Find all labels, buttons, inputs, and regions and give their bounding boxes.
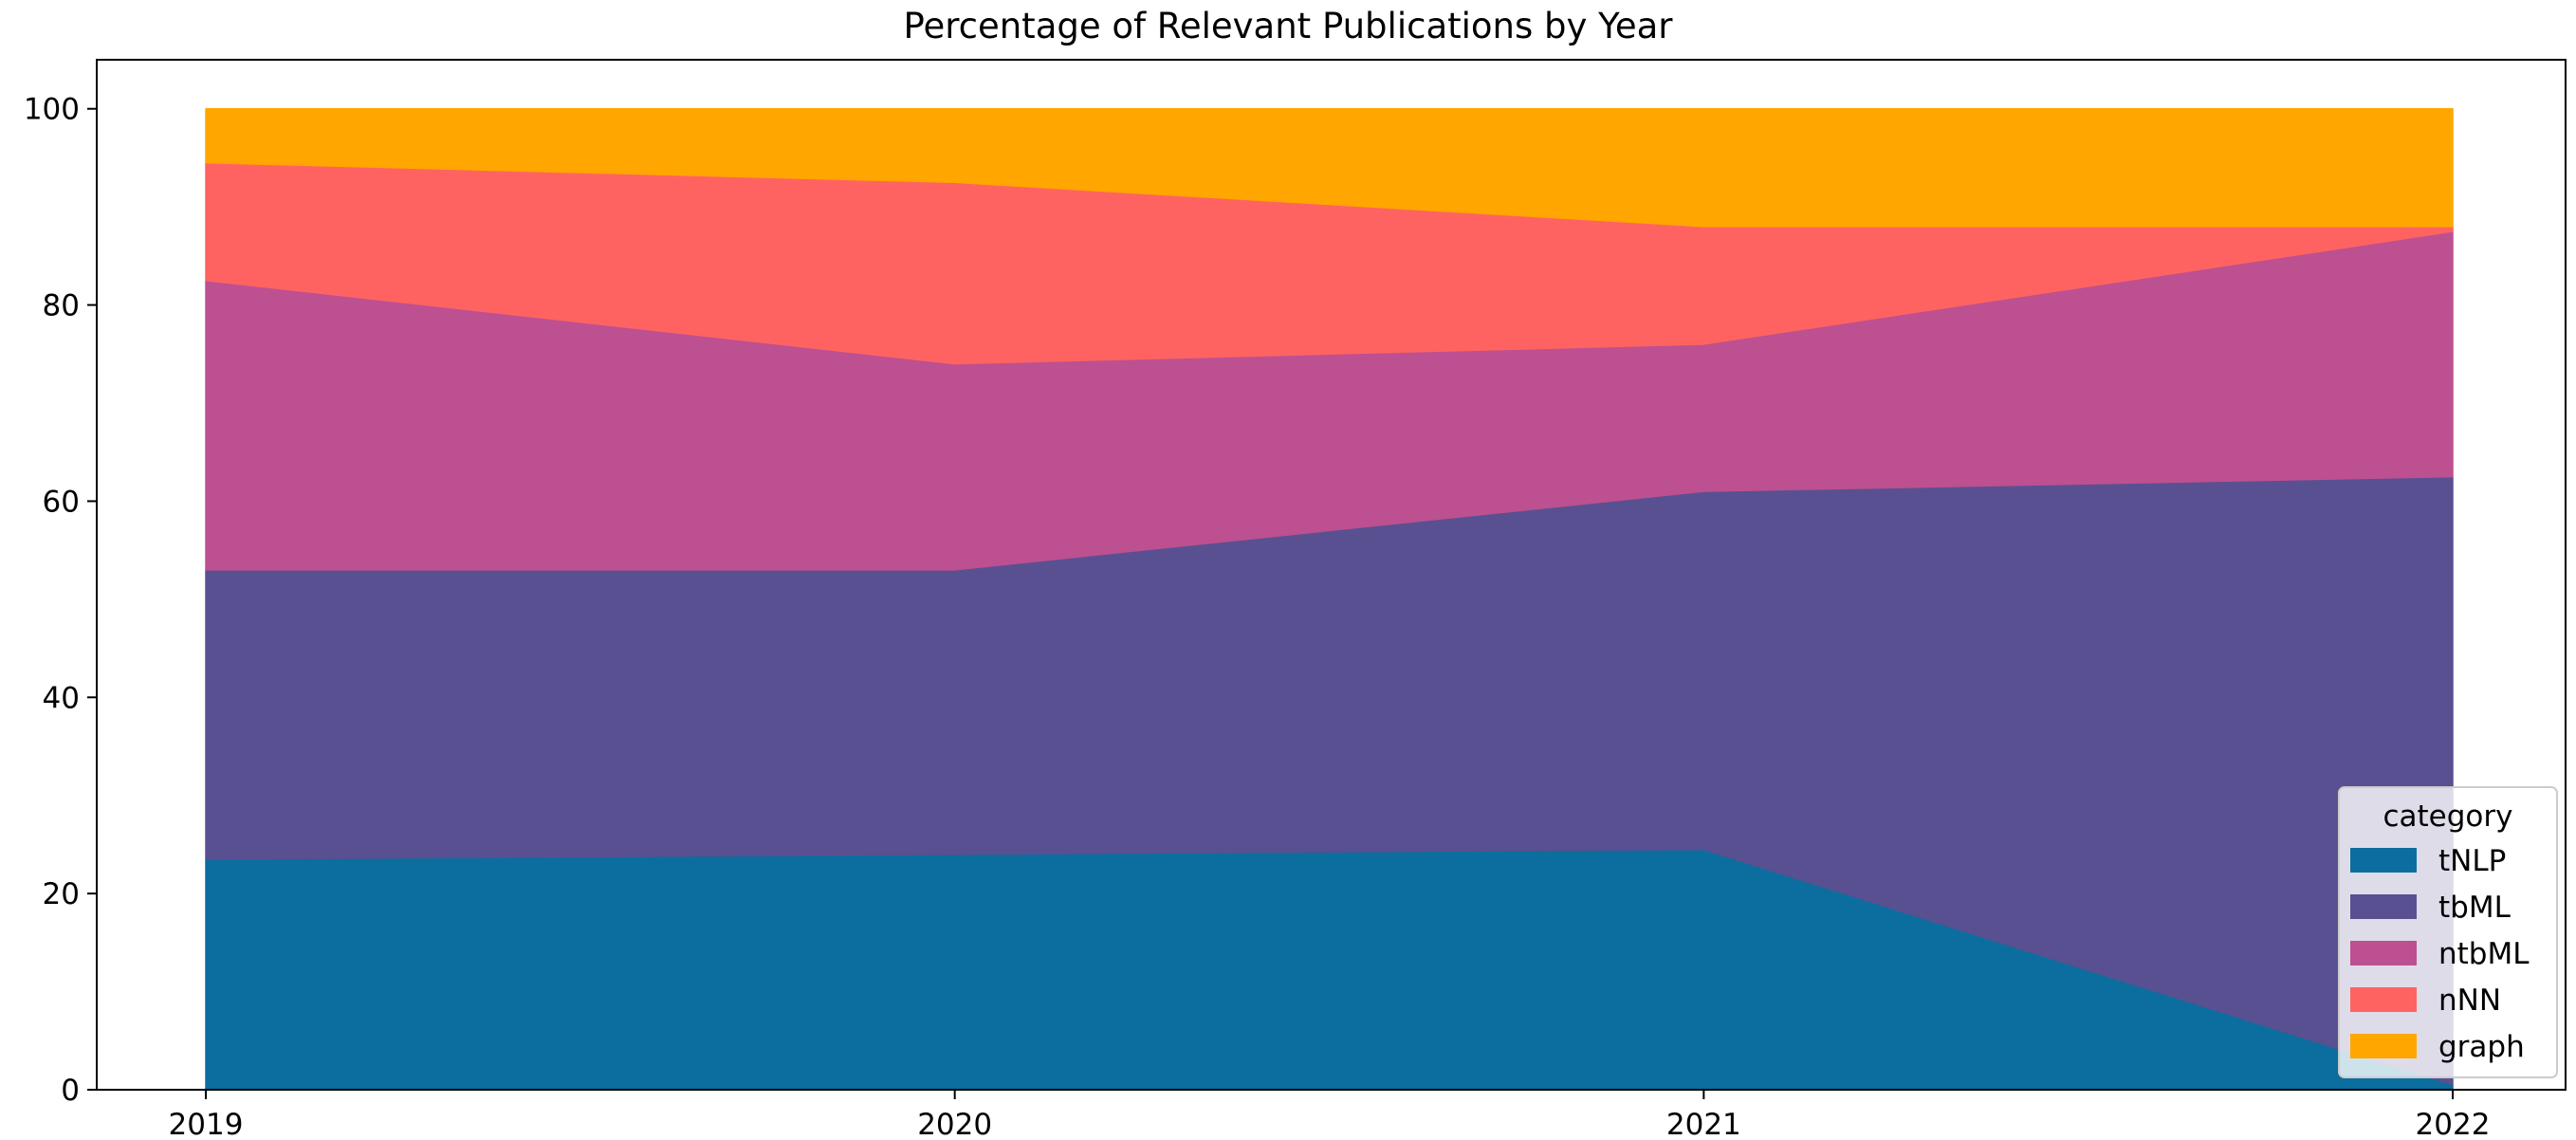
area-series-graph (205, 107, 2454, 228)
y-tick-label-80: 80 (43, 289, 80, 323)
legend-label-nnn: nNN (2438, 984, 2501, 1018)
legend-title: category (2383, 800, 2512, 834)
y-tick-label-0: 0 (61, 1074, 80, 1108)
legend-label-graph: graph (2438, 1030, 2525, 1064)
y-tick-label-20: 20 (43, 877, 80, 911)
chart-title: Percentage of Relevant Publications by Y… (903, 6, 1673, 46)
x-tick-label-2020: 2020 (917, 1108, 992, 1140)
legend-label-tnlp: tNLP (2438, 844, 2506, 878)
axes-layer: 0 20 40 60 80 100 2019 2020 2021 2022 (24, 59, 2567, 1140)
x-tick-label-2021: 2021 (1666, 1108, 1741, 1140)
y-tick-label-100: 100 (24, 93, 80, 127)
y-tick-label-60: 60 (43, 485, 80, 519)
x-tick-label-2019: 2019 (169, 1108, 244, 1140)
legend: category tNLP tbML ntbML nNN graph (2338, 786, 2558, 1078)
legend-swatch-nnn (2350, 987, 2417, 1012)
areas-layer (205, 107, 2454, 1091)
plot-frame (96, 59, 2567, 1091)
legend-label-tbml: tbML (2438, 891, 2512, 925)
legend-swatch-graph (2350, 1034, 2417, 1058)
x-tick-label-2022: 2022 (2416, 1108, 2491, 1140)
legend-swatch-ntbml (2350, 941, 2417, 965)
y-tick-label-40: 40 (43, 681, 80, 715)
legend-swatch-tnlp (2350, 848, 2417, 873)
legend-swatch-tbml (2350, 894, 2417, 919)
legend-label-ntbml: ntbML (2438, 937, 2530, 971)
